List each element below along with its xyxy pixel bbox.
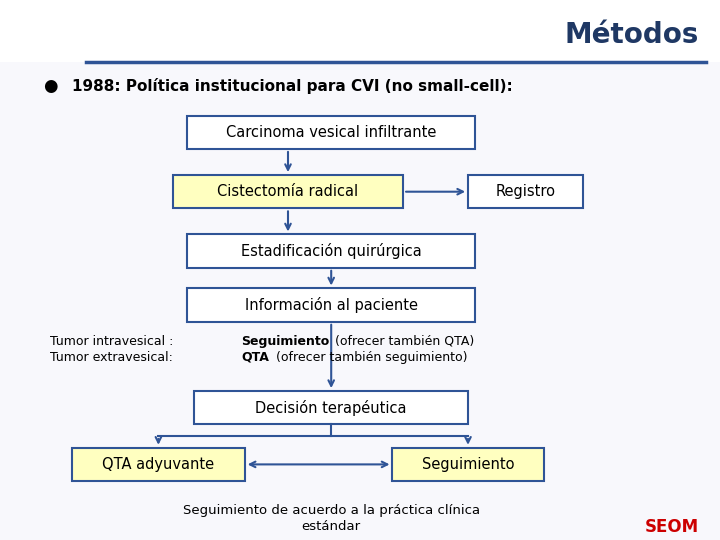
- FancyBboxPatch shape: [468, 175, 583, 208]
- Text: Cistectomía radical: Cistectomía radical: [217, 184, 359, 199]
- FancyBboxPatch shape: [72, 448, 245, 481]
- Text: Tumor extravesical:: Tumor extravesical:: [50, 351, 193, 364]
- Text: SEOM: SEOM: [644, 517, 698, 536]
- Text: Información al paciente: Información al paciente: [245, 297, 418, 313]
- Text: Carcinoma vesical infiltrante: Carcinoma vesical infiltrante: [226, 125, 436, 140]
- Text: ●: ●: [43, 77, 58, 96]
- Text: Seguimiento: Seguimiento: [241, 335, 330, 348]
- Text: 1988: Política institucional para CVI (no small-cell):: 1988: Política institucional para CVI (n…: [72, 78, 513, 94]
- Bar: [0, 0, 720, 62]
- FancyBboxPatch shape: [187, 234, 475, 268]
- Text: Seguimiento: Seguimiento: [422, 457, 514, 472]
- Text: estándar: estándar: [302, 520, 361, 533]
- Text: QTA: QTA: [241, 351, 269, 364]
- FancyBboxPatch shape: [392, 448, 544, 481]
- FancyBboxPatch shape: [173, 175, 403, 208]
- Text: Métodos: Métodos: [564, 21, 698, 49]
- Text: Tumor intravesical :: Tumor intravesical :: [50, 335, 190, 348]
- Text: (ofrecer también seguimiento): (ofrecer también seguimiento): [272, 351, 468, 364]
- Text: Decisión terapéutica: Decisión terapéutica: [256, 400, 407, 416]
- FancyBboxPatch shape: [194, 391, 468, 424]
- Text: QTA adyuvante: QTA adyuvante: [102, 457, 215, 472]
- Bar: [0, 62, 720, 540]
- Text: Seguimiento de acuerdo a la práctica clínica: Seguimiento de acuerdo a la práctica clí…: [183, 504, 480, 517]
- FancyBboxPatch shape: [187, 288, 475, 322]
- Text: Registro: Registro: [495, 184, 556, 199]
- Text: Estadificación quirúrgica: Estadificación quirúrgica: [240, 243, 422, 259]
- FancyBboxPatch shape: [187, 116, 475, 149]
- Text: (ofrecer también QTA): (ofrecer también QTA): [331, 335, 474, 348]
